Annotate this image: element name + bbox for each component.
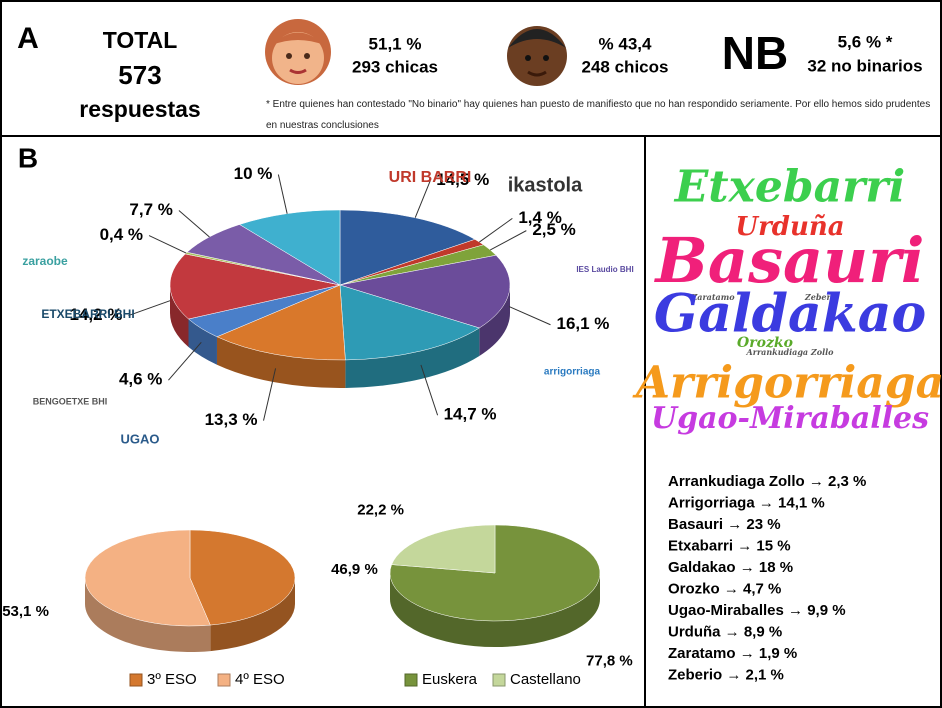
- leader-line: [509, 307, 550, 325]
- panel-letter: A: [17, 22, 39, 55]
- cloud-word: Arrankudiaga Zollo: [746, 347, 835, 357]
- municipality-share: Arrigorriaga → 14,1 %: [668, 494, 825, 511]
- total-unit: respuestas: [79, 96, 200, 122]
- value-label: 53,1 %: [2, 603, 49, 620]
- logo-text: BENGOETXE BHI: [33, 396, 108, 406]
- girl-icon: [265, 19, 331, 85]
- value-label: 0,4 %: [100, 225, 143, 244]
- value-label: 14,7 %: [444, 405, 497, 424]
- legend-swatch: [130, 674, 142, 686]
- boys-count: 248 chicos: [582, 57, 669, 76]
- nb-title: NB: [722, 27, 788, 79]
- value-label: 10 %: [234, 164, 273, 183]
- logo-text: arrigorriaga: [544, 367, 601, 378]
- legend-swatch: [493, 674, 505, 686]
- legend-swatch: [405, 674, 417, 686]
- leader-line: [128, 301, 170, 316]
- cloud-word: Ugao-Miraballes: [651, 401, 929, 436]
- cloud-word: Etxebarri: [673, 162, 905, 213]
- logo-text: UGAO: [121, 431, 160, 446]
- legend-label: 3º ESO: [147, 671, 197, 688]
- logo-text: IES Laudio BHI: [576, 265, 633, 274]
- boy-icon: [507, 26, 567, 86]
- logo-text: ikastola: [508, 174, 583, 196]
- leader-line: [179, 211, 210, 237]
- value-label: 16,1 %: [556, 314, 609, 333]
- leader-line: [149, 236, 186, 254]
- value-label: 4,6 %: [119, 370, 162, 389]
- leader-line: [479, 218, 512, 242]
- legend-label: Euskera: [422, 671, 478, 688]
- municipality-share: Urduña → 8,9 %: [668, 623, 782, 640]
- nb-count: 32 no binarios: [807, 56, 922, 75]
- nb-pct: 5,6 % *: [838, 32, 893, 51]
- leader-line: [415, 181, 430, 218]
- value-label: 7,7 %: [129, 200, 172, 219]
- girls-pct: 51,1 %: [369, 34, 422, 53]
- municipality-share: Etxabarri → 15 %: [668, 537, 791, 554]
- municipality-share: Galdakao → 18 %: [668, 559, 793, 576]
- total-number: 573: [118, 60, 161, 90]
- value-label: 2,5 %: [532, 220, 575, 239]
- legend-label: Castellano: [510, 671, 581, 688]
- municipality-share: Zaratamo → 1,9 %: [668, 645, 797, 662]
- leader-line: [490, 231, 526, 250]
- footnote: * Entre quienes han contestado "No binar…: [266, 94, 938, 136]
- legend-swatch: [218, 674, 230, 686]
- value-label: 46,9 %: [331, 561, 378, 578]
- leader-line: [168, 342, 201, 380]
- municipality-share: Basauri → 23 %: [668, 516, 781, 533]
- value-label: 13,3 %: [205, 410, 258, 429]
- municipality-share: Orozko → 4,7 %: [668, 580, 781, 597]
- slice: [392, 525, 495, 573]
- girls-count: 293 chicas: [352, 57, 438, 76]
- municipality-share: Zeberio → 2,1 %: [668, 666, 784, 683]
- value-label: 22,2 %: [357, 501, 404, 518]
- legend-label: 4º ESO: [235, 671, 285, 688]
- total-title: TOTAL: [103, 27, 178, 53]
- page: A TOTAL 573 respuestas 51,1 % 293 chicas…: [0, 0, 942, 708]
- panel-letter: B: [18, 142, 38, 173]
- value-label: 77,8 %: [586, 653, 633, 670]
- municipality-share: Arrankudiaga Zollo → 2,3 %: [668, 473, 866, 490]
- leader-line: [278, 175, 287, 214]
- logo-text: URI BARRI: [389, 169, 472, 186]
- municipality-share: Ugao-Miraballes → 9,9 %: [668, 602, 846, 619]
- logo-text: zaraobe: [22, 254, 68, 268]
- boys-pct: % 43,4: [599, 34, 652, 53]
- logo-text: ETXEBARRI BHI: [41, 307, 134, 321]
